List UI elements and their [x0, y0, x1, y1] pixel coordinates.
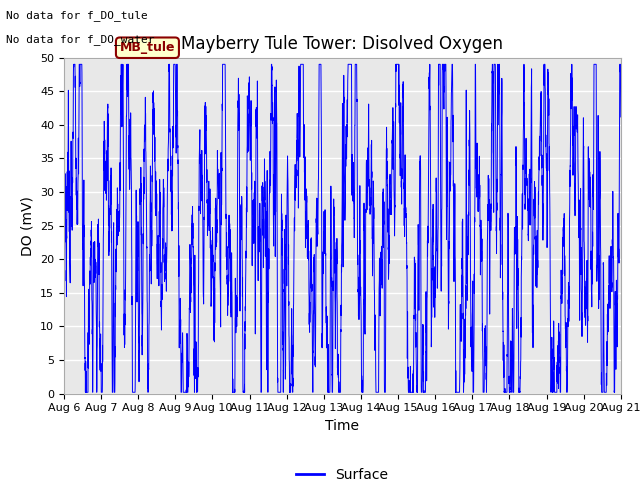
- Legend: Surface: Surface: [291, 462, 394, 480]
- Text: No data for f_DO_tule: No data for f_DO_tule: [6, 10, 148, 21]
- X-axis label: Time: Time: [325, 419, 360, 433]
- Text: MB_tule: MB_tule: [120, 41, 175, 54]
- Y-axis label: DO (mV): DO (mV): [20, 196, 35, 255]
- Title: Mayberry Tule Tower: Disolved Oxygen: Mayberry Tule Tower: Disolved Oxygen: [181, 35, 504, 53]
- Text: No data for f_DO_water: No data for f_DO_water: [6, 34, 155, 45]
